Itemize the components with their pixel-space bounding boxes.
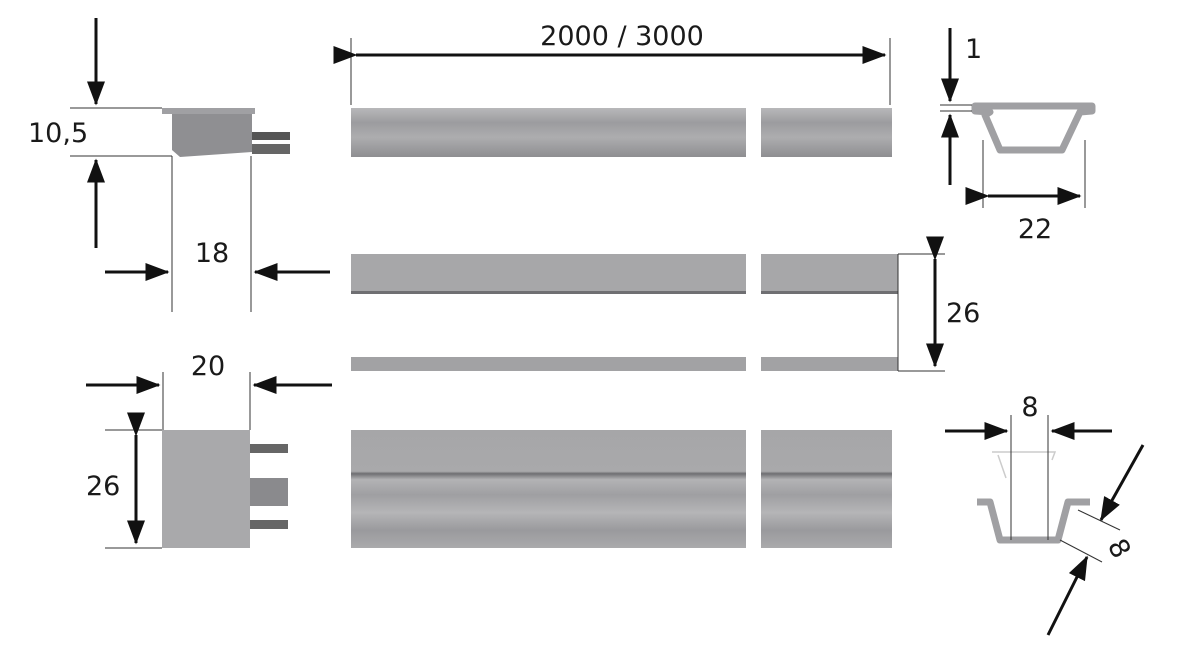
wall-thickness-label: 1 xyxy=(965,34,982,65)
diagonal-depth-label: 8 xyxy=(1101,534,1136,564)
inner-width-label: 8 xyxy=(1021,392,1038,423)
end-cap-width-top-label: 18 xyxy=(195,238,229,269)
length-dimension: 2000 / 3000 xyxy=(333,21,891,105)
profile-side-view: 26 xyxy=(351,236,980,372)
length-label: 2000 / 3000 xyxy=(540,21,704,52)
cross-section-top: 1 22 xyxy=(940,28,1096,245)
side-height-label: 26 xyxy=(946,298,980,329)
end-cap-height-label: 10,5 xyxy=(28,118,88,149)
profile-bottom-view xyxy=(351,430,892,548)
end-cap-side-view: 20 26 xyxy=(86,351,332,549)
end-cap-height-bottom-label: 26 xyxy=(86,471,120,502)
cross-section-bottom: 8 8 xyxy=(945,392,1145,636)
end-cap-top-view: 10,5 18 xyxy=(28,18,330,312)
profile-width-label: 22 xyxy=(1018,214,1052,245)
profile-top-view xyxy=(351,108,892,157)
end-cap-width-bottom-label: 20 xyxy=(191,351,225,382)
